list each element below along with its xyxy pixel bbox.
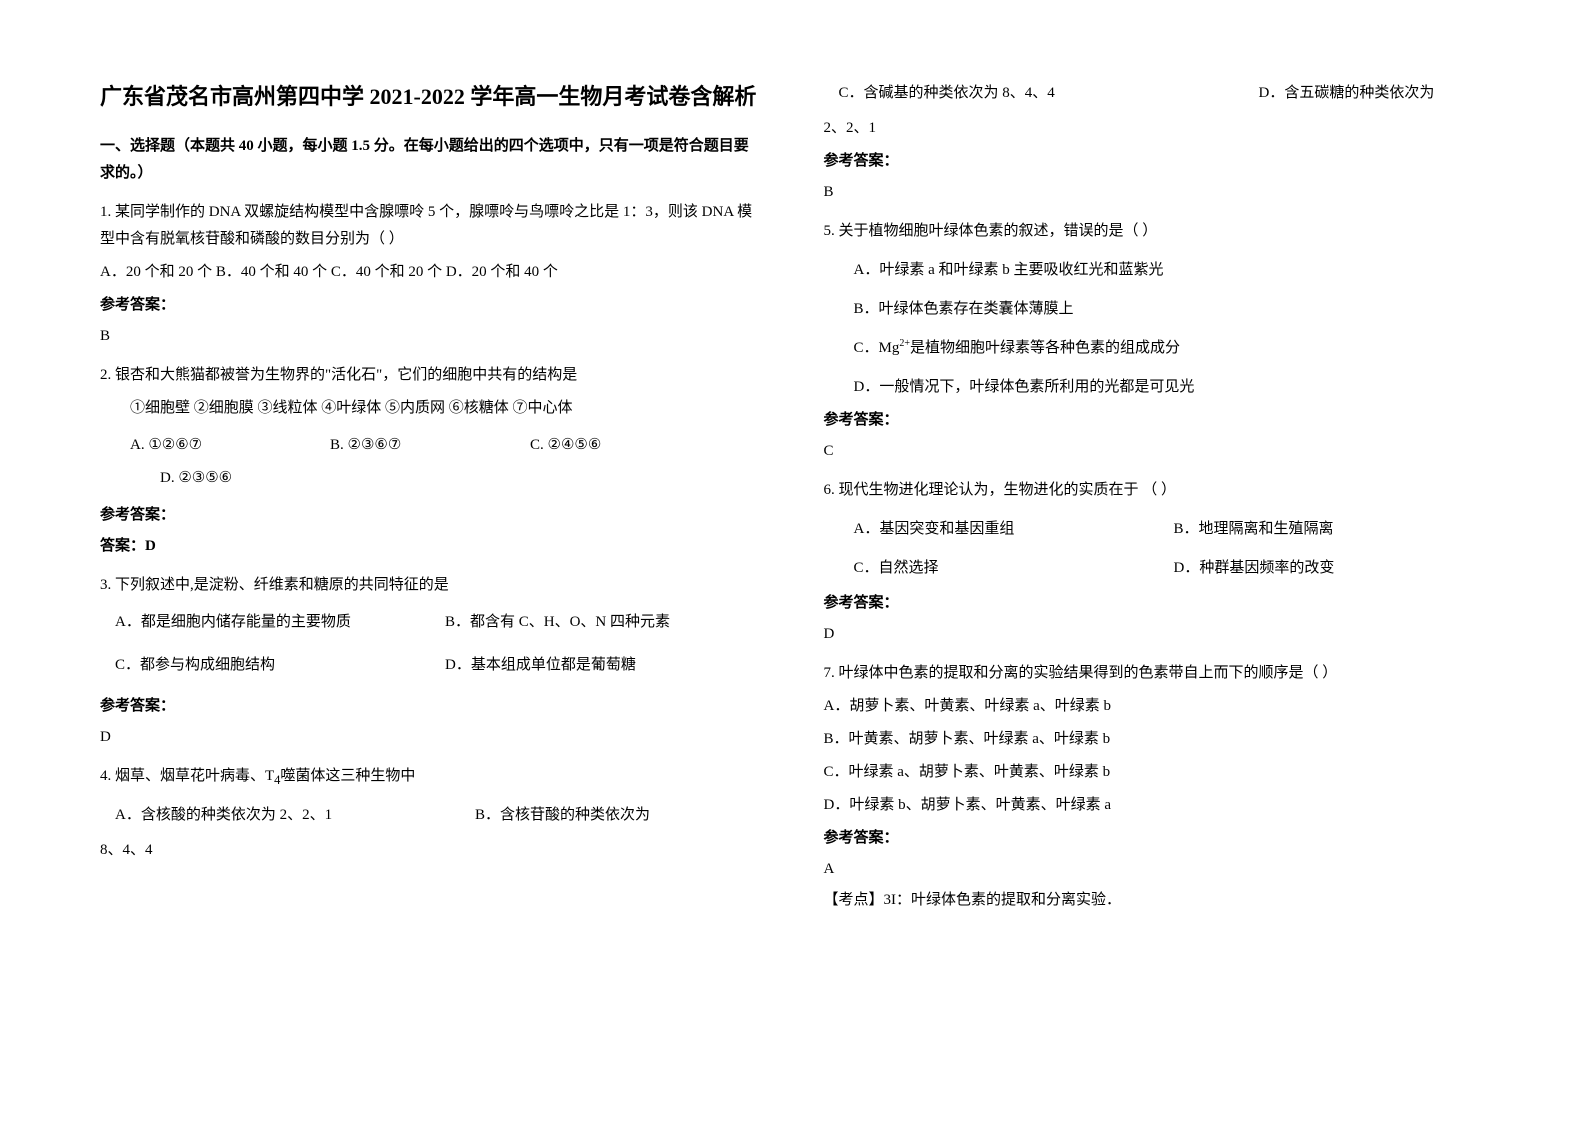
- left-column: 广东省茂名市高州第四中学 2021-2022 学年高一生物月考试卷含解析 一、选…: [100, 80, 764, 922]
- question-1: 1. 某同学制作的 DNA 双螺旋结构模型中含腺嘌呤 5 个，腺嘌呤与鸟嘌呤之比…: [100, 199, 764, 350]
- q2-opt-d: D. ②③⑤⑥: [160, 465, 764, 492]
- q2-sub: ①细胞壁 ②细胞膜 ③线粒体 ④叶绿体 ⑤内质网 ⑥核糖体 ⑦中心体: [130, 395, 764, 422]
- q3-answer-label: 参考答案：: [100, 693, 764, 720]
- q3-opt-b: B．都含有 C、H、O、N 四种元素: [445, 609, 764, 642]
- q4-text-end: 噬菌体这三种生物中: [280, 768, 415, 784]
- q5-opt-c-sup: 2+: [899, 338, 910, 349]
- section-header: 一、选择题（本题共 40 小题，每小题 1.5 分。在每小题给出的四个选项中，只…: [100, 133, 764, 187]
- q5-answer: C: [824, 438, 1488, 465]
- q3-answer: D: [100, 724, 764, 751]
- q6-opt-a: A．基因突变和基因重组: [854, 516, 1174, 543]
- q2-opt-c: C. ②④⑤⑥: [530, 432, 764, 459]
- question-5: 5. 关于植物细胞叶绿体色素的叙述，错误的是（ ） A．叶绿素 a 和叶绿素 b…: [824, 218, 1488, 465]
- q7-answer-label: 参考答案：: [824, 825, 1488, 852]
- q6-opt-b: B．地理隔离和生殖隔离: [1174, 516, 1488, 543]
- q5-text: 5. 关于植物细胞叶绿体色素的叙述，错误的是（ ）: [824, 218, 1488, 245]
- q5-opt-b: B．叶绿体色素存在类囊体薄膜上: [854, 296, 1488, 323]
- q4-text-start: 4. 烟草、烟草花叶病毒、T: [100, 768, 274, 784]
- q5-opt-a: A．叶绿素 a 和叶绿素 b 主要吸收红光和蓝紫光: [854, 257, 1488, 284]
- q7-opt-b: B．叶黄素、胡萝卜素、叶绿素 a、叶绿素 b: [824, 726, 1488, 753]
- q3-opt-a: A．都是细胞内储存能量的主要物质: [115, 609, 445, 636]
- q7-opt-a: A．胡萝卜素、叶黄素、叶绿素 a、叶绿素 b: [824, 693, 1488, 720]
- q6-answer-label: 参考答案：: [824, 590, 1488, 617]
- q2-answer-label: 参考答案：: [100, 502, 764, 529]
- question-3: 3. 下列叙述中,是淀粉、纤维素和糖原的共同特征的是 A．都是细胞内储存能量的主…: [100, 572, 764, 751]
- q5-answer-label: 参考答案：: [824, 407, 1488, 434]
- q7-text: 7. 叶绿体中色素的提取和分离的实验结果得到的色素带自上而下的顺序是（ ）: [824, 660, 1488, 687]
- q6-answer: D: [824, 621, 1488, 648]
- q6-opt-d: D．种群基因频率的改变: [1174, 555, 1488, 582]
- document-title: 广东省茂名市高州第四中学 2021-2022 学年高一生物月考试卷含解析: [100, 80, 764, 113]
- q1-options: A．20 个和 20 个 B．40 个和 40 个 C．40 个和 20 个 D…: [100, 259, 764, 286]
- q2-opt-a: A. ①②⑥⑦: [130, 432, 330, 459]
- q6-opt-c: C．自然选择: [854, 555, 1174, 582]
- q7-opt-d: D．叶绿素 b、胡萝卜素、叶黄素、叶绿素 a: [824, 792, 1488, 819]
- q2-text: 2. 银杏和大熊猫都被誉为生物界的"活化石"，它们的细胞中共有的结构是: [100, 362, 764, 389]
- question-6: 6. 现代生物进化理论认为，生物进化的实质在于 （ ） A．基因突变和基因重组 …: [824, 477, 1488, 648]
- q6-text: 6. 现代生物进化理论认为，生物进化的实质在于 （ ）: [824, 477, 1488, 504]
- q1-answer-label: 参考答案：: [100, 292, 764, 319]
- right-column: C．含碱基的种类依次为 8、4、4 D．含五碳糖的种类依次为 2、2、1 参考答…: [824, 80, 1488, 922]
- q4-opt-b-cont: 8、4、4: [100, 837, 764, 864]
- q4-opt-d: D．含五碳糖的种类依次为: [1259, 80, 1488, 107]
- question-2: 2. 银杏和大熊猫都被誉为生物界的"活化石"，它们的细胞中共有的结构是 ①细胞壁…: [100, 362, 764, 560]
- q5-opt-c-pre: C．Mg: [854, 340, 900, 356]
- q7-opt-c: C．叶绿素 a、胡萝卜素、叶黄素、叶绿素 b: [824, 759, 1488, 786]
- q7-note: 【考点】3I：叶绿体色素的提取和分离实验．: [824, 887, 1488, 914]
- q4-opt-a: A．含核酸的种类依次为 2、2、1: [115, 802, 475, 829]
- page-container: 广东省茂名市高州第四中学 2021-2022 学年高一生物月考试卷含解析 一、选…: [100, 80, 1487, 922]
- q3-text: 3. 下列叙述中,是淀粉、纤维素和糖原的共同特征的是: [100, 572, 764, 599]
- q4-answer-label: 参考答案：: [824, 148, 1488, 175]
- q5-opt-c-post: 是植物细胞叶绿素等各种色素的组成成分: [910, 340, 1180, 356]
- q4-opt-c: C．含碱基的种类依次为 8、4、4: [839, 80, 1259, 107]
- q4-opt-b: B．含核苷酸的种类依次为: [475, 802, 764, 829]
- q1-answer: B: [100, 323, 764, 350]
- q4-opt-d-cont: 2、2、1: [824, 115, 1488, 142]
- q2-answer: 答案：D: [100, 533, 764, 560]
- q3-opt-d: D．基本组成单位都是葡萄糖: [445, 652, 764, 685]
- q3-opt-c: C．都参与构成细胞结构: [115, 652, 445, 679]
- q7-answer: A: [824, 856, 1488, 883]
- q1-text: 1. 某同学制作的 DNA 双螺旋结构模型中含腺嘌呤 5 个，腺嘌呤与鸟嘌呤之比…: [100, 199, 764, 253]
- q5-opt-c: C．Mg2+是植物细胞叶绿素等各种色素的组成成分: [854, 335, 1488, 362]
- q5-opt-d: D．一般情况下，叶绿体色素所利用的光都是可见光: [854, 374, 1488, 401]
- question-4: 4. 烟草、烟草花叶病毒、T4噬菌体这三种生物中 A．含核酸的种类依次为 2、2…: [100, 763, 764, 864]
- question-7: 7. 叶绿体中色素的提取和分离的实验结果得到的色素带自上而下的顺序是（ ） A．…: [824, 660, 1488, 914]
- q2-opt-b: B. ②③⑥⑦: [330, 432, 530, 459]
- q4-answer: B: [824, 179, 1488, 206]
- q4-text: 4. 烟草、烟草花叶病毒、T4噬菌体这三种生物中: [100, 763, 764, 792]
